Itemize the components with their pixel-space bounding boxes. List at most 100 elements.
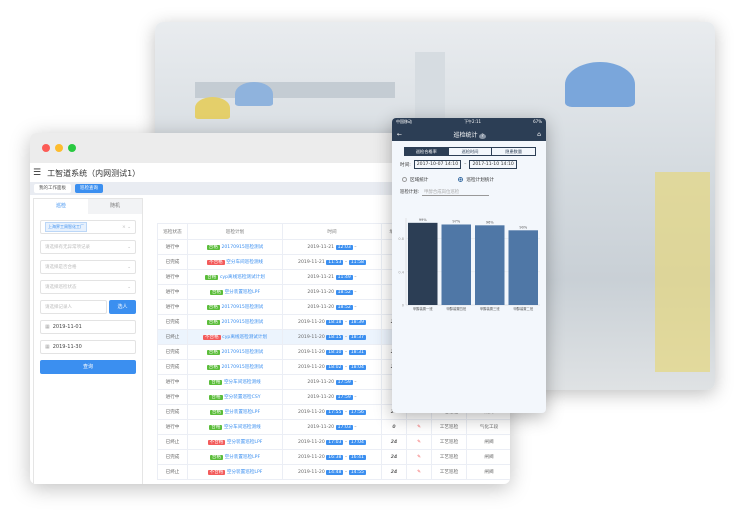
date: 2019-11-20 — [298, 349, 325, 355]
plan-link[interactable]: 空分装置巡检LPF — [226, 470, 263, 475]
start-time: 11:49 — [335, 274, 353, 280]
close-window-button[interactable] — [42, 144, 50, 152]
plan-link[interactable]: 20170915巡检测试 — [221, 305, 264, 310]
radio-area-stats[interactable]: 区域统计 — [402, 177, 428, 183]
end-date-value: 2019-11-30 — [52, 344, 82, 350]
type-cell: 工艺巡检 — [431, 434, 467, 450]
factory-select[interactable]: 上海界工周智化工厂 × ⌄ — [40, 220, 136, 234]
bar-value-label: 97% — [452, 219, 460, 223]
start-time: 18:52 — [335, 289, 353, 295]
start-time: 16:38 — [326, 454, 344, 460]
area-cell: 气化工段 — [466, 419, 510, 435]
plan-link[interactable]: 空分装置巡检LPF — [224, 410, 261, 415]
end-time: 18:31 — [348, 349, 366, 355]
segment-pass-rate[interactable]: 巡检合格率 — [405, 148, 448, 155]
result-badge: 合格 — [209, 410, 224, 415]
chevron-down-icon: ⌄ — [127, 284, 131, 290]
app-title: 工智道系统（内网测试1） — [47, 168, 141, 178]
plan-link[interactable]: 空分装置巡检LPF — [224, 455, 261, 460]
result-badge: 合格 — [206, 350, 220, 355]
edit-icon[interactable]: ✎ — [417, 454, 421, 460]
status-cell: 已完成 — [157, 449, 188, 465]
end-time: 17:04 — [348, 439, 366, 445]
area-cell: 闸阀 — [466, 434, 510, 450]
back-arrow-icon[interactable]: ← — [397, 130, 403, 138]
end-time: 18:39 — [348, 319, 366, 325]
bar[interactable] — [475, 225, 505, 305]
plan-link[interactable]: cyp离线巡检测试计划 — [222, 335, 268, 340]
plan-link[interactable]: 空分装置巡检LPF — [226, 440, 263, 445]
table-row[interactable]: 已终止 不合格 空分装置巡检LPF 2019-11-20 17:03 – 17:… — [157, 434, 510, 450]
table-row[interactable]: 已终止 不合格 空分装置巡检LPF 2019-11-20 14:48 – 14:… — [157, 464, 510, 480]
edit-icon[interactable]: ✎ — [417, 439, 421, 445]
segment-time[interactable]: 巡检时间 — [447, 148, 492, 155]
fill-count: 24 — [381, 434, 407, 450]
end-date-input[interactable]: ▦ 2019-11-30 — [40, 340, 136, 354]
plan-link[interactable]: 20170915巡检测试 — [221, 320, 264, 325]
status-select[interactable]: 请选择巡检状态 ⌄ — [40, 280, 136, 294]
time-end-input[interactable]: 2017-11-10 14:10 — [469, 160, 517, 169]
date: 2019-11-20 — [307, 379, 335, 385]
bar[interactable] — [441, 224, 472, 305]
end-time: 16:41 — [348, 454, 366, 460]
home-icon[interactable]: ⌂ — [537, 130, 541, 138]
plan-link[interactable]: 空分车间巡检测线 — [223, 425, 261, 430]
plan-link[interactable]: 空分车间巡检测线 — [226, 260, 264, 265]
time-start-input[interactable]: 2017-10-07 14:10 — [413, 160, 462, 169]
y-tick-label: 0.8 — [398, 237, 404, 241]
anomaly-select[interactable]: 请选择有无异常项记录 ⌄ — [40, 240, 136, 254]
query-button[interactable]: 查询 — [40, 360, 136, 374]
plan-link[interactable]: 20170915巡检测试 — [221, 365, 264, 370]
start-date-input[interactable]: ▦ 2019-11-01 — [40, 320, 136, 334]
result-badge: 合格 — [206, 305, 220, 310]
minimize-window-button[interactable] — [55, 144, 63, 152]
status-placeholder: 请选择巡检状态 — [45, 285, 77, 290]
calendar-icon: ▦ — [45, 324, 50, 330]
help-icon[interactable]: ? — [479, 133, 486, 139]
tab-inspection[interactable]: 巡检 — [55, 203, 66, 209]
chevron-down-icon: ⌄ — [127, 264, 131, 270]
bar[interactable] — [408, 222, 438, 305]
edit-icon[interactable]: ✎ — [417, 469, 421, 475]
segment-hazards[interactable]: 隐患数量 — [491, 148, 535, 155]
select-person-button[interactable]: 选人 — [109, 300, 136, 314]
result-badge: 合格 — [209, 395, 223, 400]
qualified-select[interactable]: 请选择是否合格 ⌄ — [40, 260, 136, 274]
date: 2019-11-21 — [307, 244, 335, 250]
plan-link[interactable]: 20170915巡检测试 — [221, 245, 264, 250]
date: 2019-11-21 — [298, 259, 325, 265]
menu-icon[interactable]: ☰ — [33, 168, 42, 178]
calendar-icon: ▦ — [45, 344, 50, 350]
tab-inspection-query[interactable]: 巡检查询 — [75, 184, 103, 193]
plan-input[interactable]: 甲醇合成岗位巡检 — [422, 190, 490, 196]
tab-random[interactable]: 随机 — [88, 199, 142, 214]
start-time: 14:48 — [326, 469, 344, 475]
qualified-placeholder: 请选择是否合格 — [45, 265, 77, 270]
maximize-window-button[interactable] — [68, 144, 76, 152]
result-badge: 合格 — [209, 455, 224, 460]
table-row[interactable]: 已完成 合格 空分装置巡检LPF 2019-11-20 16:38 – 16:4… — [157, 449, 510, 465]
table-row[interactable]: 进行中 合格 空分车间巡检测线 2019-11-20 17:03 – 0 ✎ 工… — [157, 419, 510, 435]
end-time: 18:04 — [348, 364, 366, 370]
plan-link[interactable]: 空分装置巡检CSY — [224, 395, 261, 400]
recorder-input[interactable]: 请选择记录人 — [40, 300, 107, 314]
plan-link[interactable]: 空分车间巡检测线 — [223, 380, 261, 385]
column-header: 巡检计划 — [187, 223, 283, 240]
date: 2019-11-20 — [298, 364, 325, 370]
column-header: 时间 — [282, 223, 382, 240]
tab-workspace[interactable]: 我的工作面板 — [34, 184, 71, 193]
edit-icon[interactable]: ✎ — [417, 424, 421, 430]
plan-link[interactable]: 20170915巡检测试 — [221, 350, 264, 355]
end-time: 18:37 — [348, 334, 366, 340]
radio-area-label: 区域统计 — [410, 178, 429, 183]
status-cell: 进行中 — [157, 374, 188, 390]
result-badge: 不合格 — [207, 440, 226, 445]
plan-link[interactable]: 空分装置巡检LPF — [224, 290, 261, 295]
status-cell: 进行中 — [157, 299, 188, 315]
bar[interactable] — [508, 230, 539, 305]
start-time: 12:03 — [335, 244, 353, 250]
fill-count: 24 — [381, 464, 407, 480]
range-dash: – — [464, 162, 467, 167]
radio-plan-stats[interactable]: 巡检计划统计 — [458, 177, 494, 183]
plan-link[interactable]: cyp离线巡检测试计划 — [219, 275, 265, 280]
